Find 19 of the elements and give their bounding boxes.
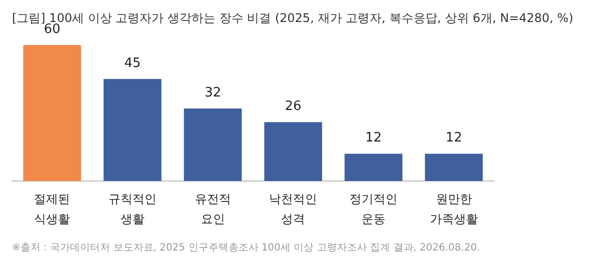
data-label: 26 bbox=[284, 98, 302, 114]
bar bbox=[264, 122, 322, 181]
x-tick-label: 원만한 가족생활 bbox=[430, 192, 478, 226]
data-label: 60 bbox=[44, 22, 60, 37]
bar bbox=[344, 154, 402, 181]
x-tick-label: 절제된 식생활 bbox=[34, 192, 70, 226]
bar bbox=[104, 79, 162, 181]
x-tick-label: 정기적인 운동 bbox=[350, 192, 398, 226]
bar bbox=[424, 154, 483, 181]
data-label: 32 bbox=[204, 85, 222, 100]
bar bbox=[184, 108, 242, 181]
data-label: 45 bbox=[124, 56, 141, 71]
text: ※출처 : 국가데이터처 보도자료, 2025 인구주택총조사 100세 이상 고령자조사 집계 결과, 2026.08.20. bbox=[12, 242, 480, 254]
x-tick-label: 규칙적인 생활 bbox=[108, 192, 156, 226]
x-tick-label: 낙천적인 성격 bbox=[269, 192, 318, 226]
x-tick-label: 유전적 요인 bbox=[194, 192, 231, 226]
bar bbox=[23, 45, 82, 181]
data-label: 12 bbox=[365, 130, 382, 146]
data-label: 12 bbox=[446, 130, 462, 146]
